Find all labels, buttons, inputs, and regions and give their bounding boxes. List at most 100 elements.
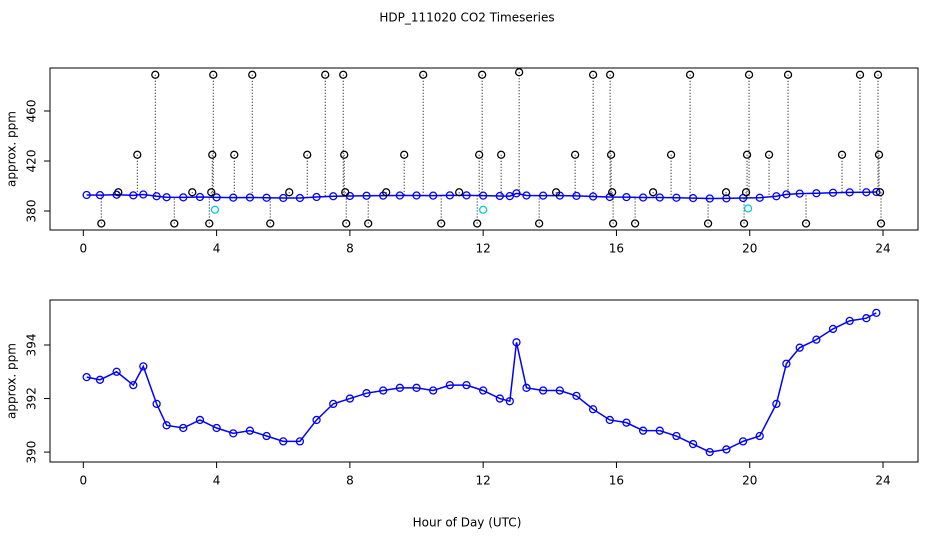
data-point	[395, 383, 405, 392]
data-point	[606, 150, 616, 159]
x-tick-label: 20	[742, 474, 757, 488]
data-point	[210, 205, 220, 214]
data-point	[812, 335, 821, 344]
data-point	[266, 219, 275, 228]
data-point	[801, 219, 811, 228]
data-point	[685, 70, 695, 79]
data-point	[379, 386, 388, 395]
data-point	[230, 150, 239, 159]
data-point	[208, 150, 217, 159]
data-point	[362, 389, 371, 398]
data-point	[672, 431, 681, 441]
data-point	[688, 193, 698, 203]
data-point	[445, 381, 454, 390]
data-point	[462, 381, 471, 390]
x-tick-label: 4	[213, 242, 221, 256]
data-point	[429, 191, 438, 200]
data-point	[638, 426, 648, 435]
data-point	[321, 70, 330, 79]
data-point	[382, 188, 391, 197]
plot-frame	[49, 67, 919, 231]
data-point	[497, 150, 506, 159]
data-point	[742, 150, 752, 159]
data-point	[212, 423, 221, 433]
data-point	[875, 188, 885, 197]
data-point	[782, 359, 791, 368]
data-point	[512, 338, 521, 347]
data-point	[395, 191, 405, 200]
data-point	[188, 188, 197, 197]
data-point	[605, 192, 614, 202]
data-point	[437, 219, 446, 228]
data-point	[114, 188, 123, 197]
data-point	[279, 193, 288, 203]
data-point	[795, 343, 804, 352]
data-point	[755, 431, 764, 441]
data-point	[772, 399, 781, 409]
data-point	[534, 219, 544, 228]
data-point	[744, 70, 754, 79]
data-point	[605, 415, 614, 425]
series-line	[86, 312, 877, 453]
x-tick-label: 8	[346, 242, 354, 256]
data-point	[179, 193, 188, 202]
data-point	[551, 188, 561, 197]
data-point	[705, 194, 714, 203]
x-tick-label: 8	[346, 474, 354, 488]
data-point	[522, 383, 531, 392]
data-point	[152, 399, 161, 409]
data-point	[139, 190, 148, 199]
x-tick-label: 0	[80, 474, 88, 488]
data-point	[462, 191, 471, 200]
data-point	[741, 188, 751, 197]
data-point	[722, 445, 731, 454]
data-point	[572, 191, 581, 201]
data-point	[555, 386, 564, 395]
y-tick-label: 392	[25, 387, 39, 410]
data-point	[95, 190, 105, 200]
data-point	[666, 150, 676, 159]
data-point	[512, 189, 521, 198]
data-point	[828, 324, 838, 334]
data-point	[479, 386, 488, 395]
data-point	[339, 70, 348, 79]
y-tick-label: 420	[25, 150, 39, 173]
data-point	[479, 191, 488, 200]
data-point	[229, 429, 238, 438]
data-point	[755, 193, 764, 202]
data-point	[855, 70, 865, 79]
data-point	[872, 308, 881, 318]
data-point	[845, 316, 854, 326]
data-point	[703, 219, 713, 228]
data-point	[837, 150, 847, 159]
data-point	[179, 423, 188, 433]
data-point	[630, 219, 640, 228]
data-point	[285, 188, 294, 197]
y-axis-label: approx. ppm	[5, 343, 19, 419]
data-point	[638, 193, 648, 202]
x-tick-label: 0	[80, 242, 88, 256]
data-point	[245, 193, 255, 202]
data-point	[845, 188, 854, 197]
data-point	[345, 394, 355, 403]
data-point	[445, 191, 454, 200]
chart-title: HDP_111020 CO2 Timeseries	[379, 11, 554, 25]
data-point	[245, 426, 255, 435]
data-point	[133, 150, 142, 159]
data-point	[572, 391, 581, 401]
x-tick-label: 16	[609, 474, 624, 488]
data-point	[764, 150, 774, 159]
data-point	[95, 375, 105, 384]
y-tick-label: 390	[25, 441, 39, 464]
data-point	[262, 431, 271, 441]
data-point	[608, 219, 618, 228]
data-point	[419, 70, 428, 79]
y-tick-label: 380	[25, 200, 39, 223]
data-point	[874, 150, 884, 159]
data-point	[743, 204, 753, 213]
data-point	[721, 188, 731, 197]
y-tick-label: 394	[25, 334, 39, 357]
data-point	[229, 193, 238, 202]
data-point	[655, 426, 664, 435]
data-point	[151, 70, 160, 79]
